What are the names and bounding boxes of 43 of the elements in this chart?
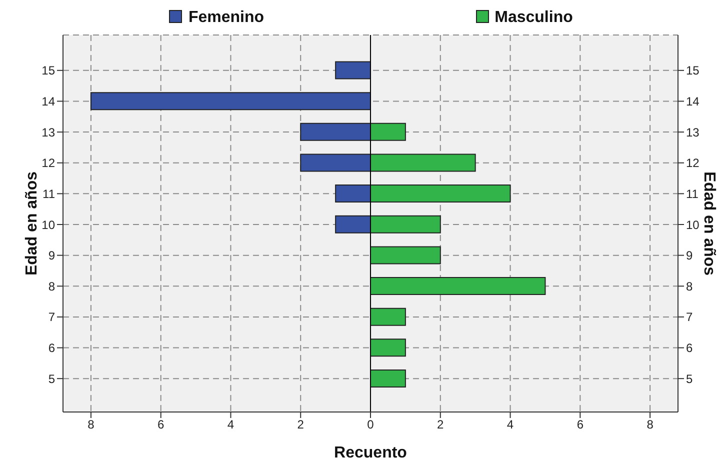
bar: [370, 338, 406, 357]
bar: [335, 61, 371, 80]
x-tick-label: 6: [157, 418, 164, 432]
y2-axis-title: Edad en años: [700, 171, 718, 276]
category-label: 12: [686, 156, 700, 170]
y-tick-label: 12: [42, 156, 56, 170]
bar: [90, 92, 371, 110]
y-tick-label: 11: [42, 186, 56, 201]
bar: [370, 369, 406, 388]
x-tick-label: 8: [646, 418, 654, 432]
x-tick-label: 0: [367, 418, 374, 432]
y-tick-label: 8: [48, 279, 56, 294]
y-tick-label: 7: [48, 310, 56, 324]
y-tick-label: 14: [42, 94, 56, 108]
x-tick-label: 4: [227, 418, 234, 432]
category-label: 8: [686, 279, 693, 294]
y-tick-label: 15: [42, 64, 56, 78]
x-tick-label: 4: [506, 418, 514, 432]
category-label: 11: [686, 186, 698, 201]
category-label: 10: [686, 218, 700, 232]
category-label: 5: [686, 372, 693, 386]
bar: [370, 277, 546, 296]
y-tick-label: 5: [48, 372, 56, 386]
category-label: 14: [686, 94, 700, 108]
legend-label: Masculino: [494, 9, 574, 27]
x-axis-title: Recuento: [334, 444, 408, 462]
y-tick-label: 13: [42, 125, 56, 140]
category-label: 7: [686, 310, 693, 324]
y-tick-label: 10: [42, 218, 56, 232]
category-label: 13: [686, 125, 700, 140]
y-axis-title: Edad en años: [24, 171, 41, 276]
x-tick-label: 6: [576, 418, 584, 432]
category-label: 15: [686, 64, 700, 78]
bar: [370, 246, 441, 264]
legend-label: Femenino: [187, 9, 266, 27]
y-tick-label: 6: [48, 341, 56, 356]
y-tick-label: 9: [48, 248, 56, 263]
x-tick-label: 8: [88, 418, 95, 432]
x-tick-label: 2: [297, 418, 304, 432]
category-label: 9: [686, 248, 693, 263]
bar: [370, 308, 406, 326]
x-tick-label: 2: [437, 418, 444, 432]
category-label: 6: [686, 341, 693, 356]
